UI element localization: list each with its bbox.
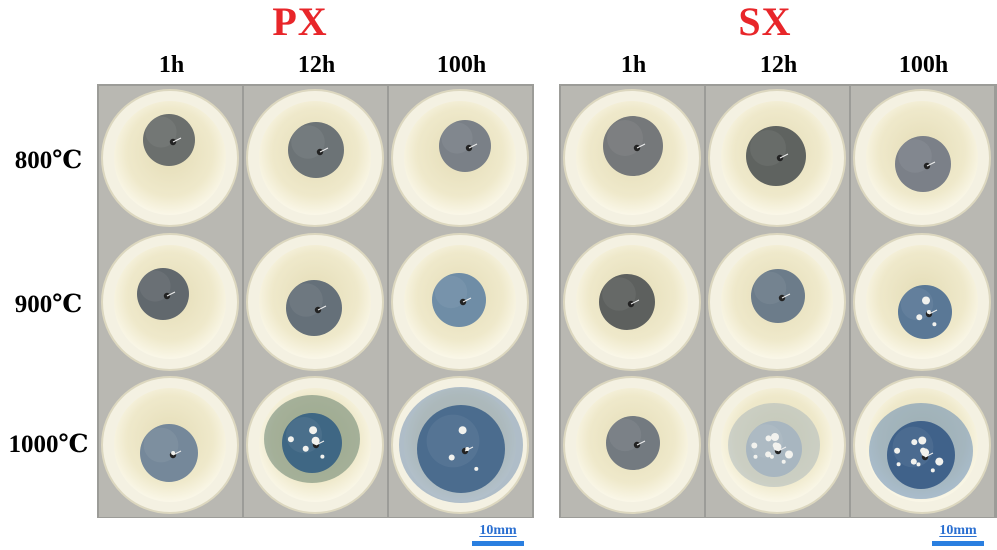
crucible-photo [706, 86, 849, 230]
crucible-photo [244, 373, 387, 517]
scale-bar-label: 10mm [479, 523, 517, 538]
col-label-sx-100h: 100h [898, 52, 949, 78]
group-title-sx: SX [738, 0, 792, 44]
row-label-900c: 900℃ [14, 291, 83, 318]
col-label-px-12h: 12h [297, 52, 336, 78]
crucible-photo [99, 373, 242, 517]
crucible-photo [851, 230, 994, 374]
scale-bar-sx: 10mm [928, 522, 988, 548]
scale-bar-line [932, 541, 984, 546]
col-label-px-100h: 100h [436, 52, 487, 78]
crucible-photo [389, 230, 532, 374]
crucible-photo [389, 373, 532, 517]
crucible-photo [244, 230, 387, 374]
crucible-photo [851, 373, 994, 517]
col-label-px-1h: 1h [158, 52, 185, 78]
crucible-photo [561, 86, 704, 230]
row-label-800c: 800℃ [14, 147, 83, 174]
crucible-photo [561, 373, 704, 517]
crucible-photo [706, 373, 849, 517]
group-title-px: PX [272, 0, 328, 44]
scale-bar-px: 10mm [468, 522, 528, 548]
row-label-1000c: 1000℃ [8, 431, 89, 458]
crucible-photo [851, 86, 994, 230]
crucible-photo [706, 230, 849, 374]
crucible-photo [561, 230, 704, 374]
col-label-sx-12h: 12h [759, 52, 798, 78]
col-label-sx-1h: 1h [620, 52, 647, 78]
scale-bar-label: 10mm [939, 523, 977, 538]
crucible-photo [99, 230, 242, 374]
crucible-photo [389, 86, 532, 230]
crucible-photo [99, 86, 242, 230]
scale-bar-line [472, 541, 524, 546]
crucible-photo [244, 86, 387, 230]
